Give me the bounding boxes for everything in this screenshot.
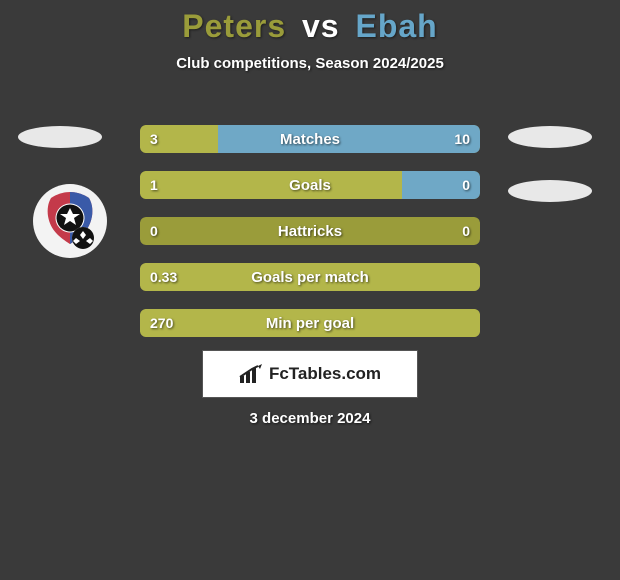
stat-label: Goals per match — [140, 263, 480, 291]
stat-label: Hattricks — [140, 217, 480, 245]
subtitle: Club competitions, Season 2024/2025 — [0, 55, 620, 72]
stat-row: 10Goals — [140, 171, 480, 199]
placeholder-ellipse-top-right — [508, 126, 592, 148]
bars-icon — [239, 364, 263, 384]
placeholder-ellipse-top-left — [18, 126, 102, 148]
infographic-root: Peters vs Ebah Club competitions, Season… — [0, 0, 620, 580]
stat-label: Goals — [140, 171, 480, 199]
stat-label: Min per goal — [140, 309, 480, 337]
stat-row: 270Min per goal — [140, 309, 480, 337]
stat-row: 310Matches — [140, 125, 480, 153]
stat-label: Matches — [140, 125, 480, 153]
player1-name: Peters — [182, 8, 286, 44]
club-badge-icon — [33, 184, 107, 258]
stat-row: 0.33Goals per match — [140, 263, 480, 291]
placeholder-ellipse-mid-right — [508, 180, 592, 202]
vs-text: vs — [302, 8, 340, 44]
footer-brand-box: FcTables.com — [202, 350, 418, 398]
stat-row: 00Hattricks — [140, 217, 480, 245]
stats-panel: 310Matches 10Goals 00Hattricks 0.33Goals pe… — [140, 125, 480, 355]
date-text: 3 december 2024 — [0, 410, 620, 427]
footer-brand-text: FcTables.com — [269, 364, 381, 384]
club-badge — [33, 184, 107, 258]
player2-name: Ebah — [355, 8, 437, 44]
title: Peters vs Ebah — [0, 0, 620, 45]
